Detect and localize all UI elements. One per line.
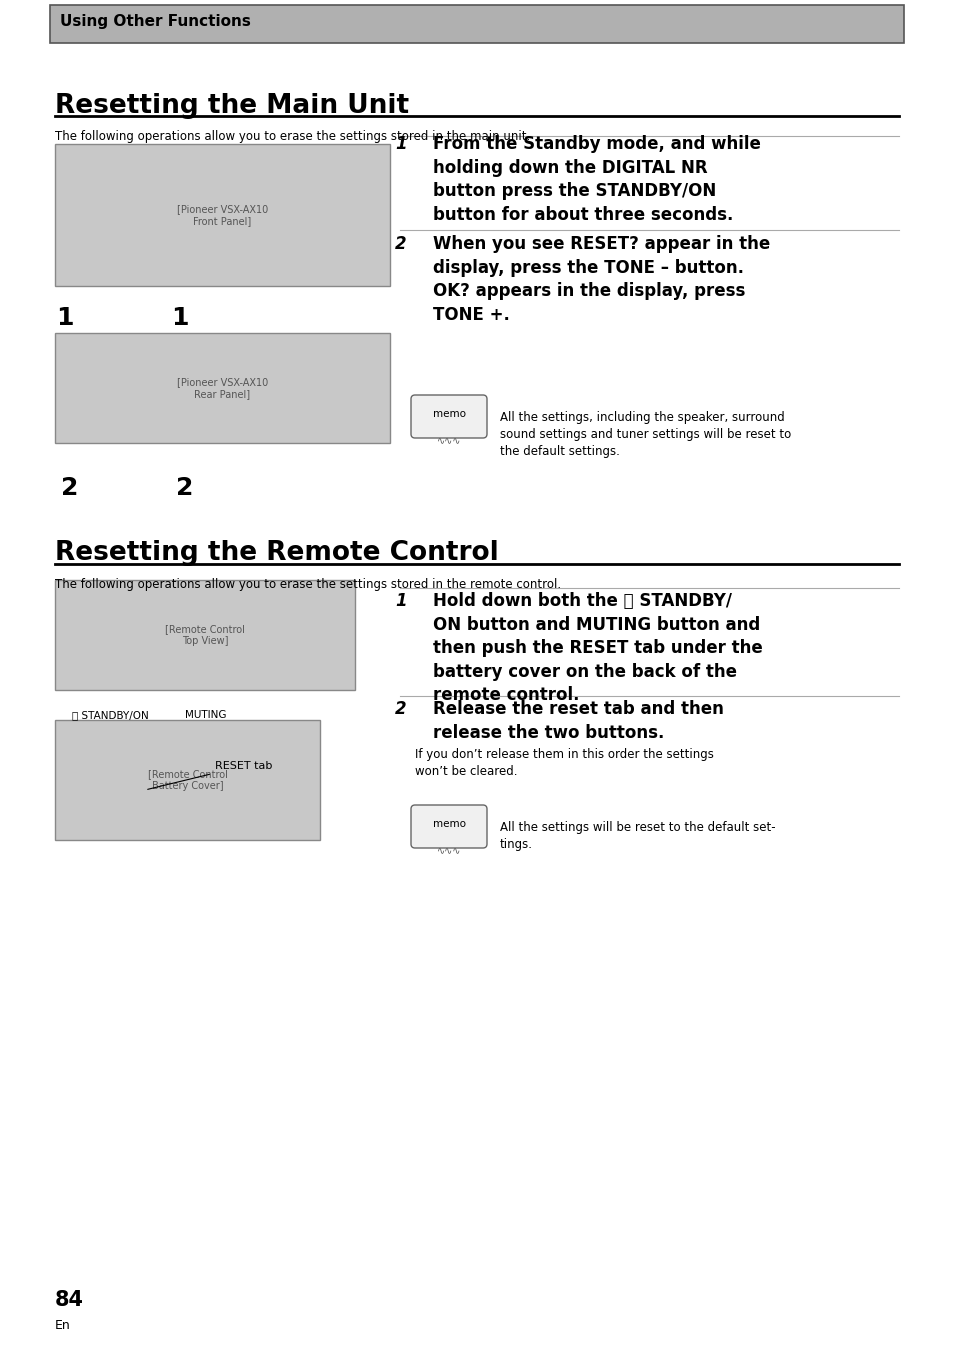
Text: 1: 1: [395, 592, 406, 611]
Text: 1: 1: [395, 135, 406, 154]
Text: memo: memo: [432, 408, 465, 419]
Text: All the settings will be reset to the default set-
tings.: All the settings will be reset to the de…: [499, 821, 775, 851]
Text: From the Standby mode, and while
holding down the DIGITAL NR
button press the ST: From the Standby mode, and while holding…: [433, 135, 760, 224]
FancyBboxPatch shape: [55, 580, 355, 690]
Text: Hold down both the ⏻ STANDBY/
ON button and MUTING button and
then push the RESE: Hold down both the ⏻ STANDBY/ ON button …: [433, 592, 762, 705]
Text: When you see RESET? appear in the
display, press the TONE – button.
OK? appears : When you see RESET? appear in the displa…: [433, 235, 769, 324]
Text: En: En: [55, 1318, 71, 1332]
Text: [Pioneer VSX-AX10
Front Panel]: [Pioneer VSX-AX10 Front Panel]: [176, 204, 268, 226]
FancyBboxPatch shape: [55, 144, 390, 286]
Text: 2: 2: [176, 476, 193, 500]
Text: memo: memo: [432, 820, 465, 829]
Text: 2: 2: [395, 235, 406, 253]
Text: Resetting the Remote Control: Resetting the Remote Control: [55, 541, 498, 566]
Text: 2: 2: [395, 700, 406, 718]
Text: ∿∿∿: ∿∿∿: [436, 435, 460, 446]
Text: Release the reset tab and then
release the two buttons.: Release the reset tab and then release t…: [433, 700, 723, 741]
Text: [Pioneer VSX-AX10
Rear Panel]: [Pioneer VSX-AX10 Rear Panel]: [176, 377, 268, 399]
Text: 84: 84: [55, 1290, 84, 1310]
FancyBboxPatch shape: [411, 395, 486, 438]
FancyBboxPatch shape: [55, 333, 390, 443]
Text: The following operations allow you to erase the settings stored in the main unit: The following operations allow you to er…: [55, 129, 530, 143]
Text: Using Other Functions: Using Other Functions: [60, 13, 251, 28]
FancyBboxPatch shape: [55, 720, 319, 840]
Text: Resetting the Main Unit: Resetting the Main Unit: [55, 93, 409, 119]
Text: ⏻ STANDBY/ON: ⏻ STANDBY/ON: [71, 710, 149, 720]
FancyBboxPatch shape: [50, 5, 903, 43]
Text: 1: 1: [56, 306, 73, 330]
Text: ∿∿∿: ∿∿∿: [436, 847, 460, 856]
Text: MUTING: MUTING: [185, 710, 226, 720]
FancyBboxPatch shape: [411, 805, 486, 848]
Text: All the settings, including the speaker, surround
sound settings and tuner setti: All the settings, including the speaker,…: [499, 411, 790, 458]
Text: 1: 1: [172, 306, 189, 330]
Text: [Remote Control
Top View]: [Remote Control Top View]: [165, 624, 245, 646]
Text: The following operations allow you to erase the settings stored in the remote co: The following operations allow you to er…: [55, 578, 560, 590]
Text: [Remote Control
Battery Cover]: [Remote Control Battery Cover]: [148, 770, 227, 791]
Text: 2: 2: [61, 476, 78, 500]
Text: If you don’t release them in this order the settings
won’t be cleared.: If you don’t release them in this order …: [415, 748, 713, 778]
Text: RESET tab: RESET tab: [148, 762, 273, 790]
